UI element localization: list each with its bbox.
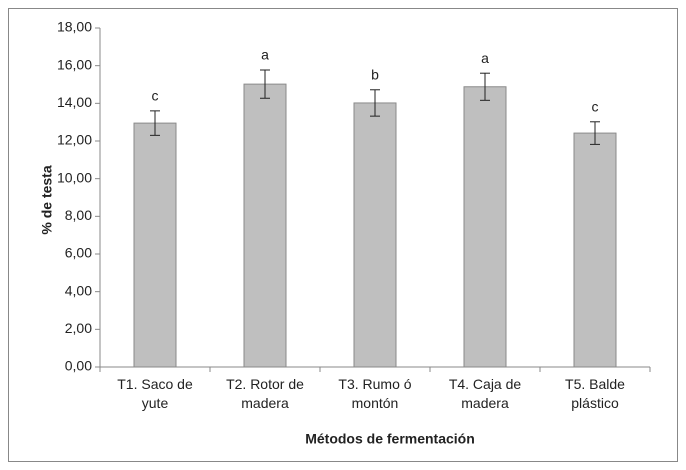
x-tick-label: T2. Rotor de madera xyxy=(226,376,304,411)
x-tick-label: T3. Rumo ó montón xyxy=(338,376,412,411)
bar xyxy=(133,122,177,368)
y-tick-label: 10,00 xyxy=(57,169,92,185)
bar xyxy=(463,86,507,368)
bar xyxy=(243,83,287,368)
annotation: c xyxy=(592,98,599,114)
bar xyxy=(573,132,617,368)
chart-frame xyxy=(8,8,678,462)
x-tick-label: T1. Saco de yute xyxy=(117,376,193,411)
y-tick-label: 4,00 xyxy=(65,282,92,298)
y-tick-label: 14,00 xyxy=(57,94,92,110)
y-tick-label: 12,00 xyxy=(57,132,92,148)
y-axis-label: % de testa xyxy=(39,165,55,234)
x-axis-label: Métodos de fermentación xyxy=(305,431,475,447)
y-tick-label: 2,00 xyxy=(65,320,92,336)
annotation: c xyxy=(152,88,159,104)
bar xyxy=(353,102,397,368)
y-tick-label: 18,00 xyxy=(57,19,92,35)
y-tick-label: 16,00 xyxy=(57,56,92,72)
x-tick-label: T5. Balde plástico xyxy=(565,376,625,411)
x-tick-label: T4. Caja de madera xyxy=(448,376,522,411)
y-tick-label: 6,00 xyxy=(65,245,92,261)
y-tick-label: 0,00 xyxy=(65,358,92,374)
annotation: a xyxy=(261,47,269,63)
annotation: b xyxy=(371,66,379,82)
y-tick-label: 8,00 xyxy=(65,207,92,223)
annotation: a xyxy=(481,50,489,66)
